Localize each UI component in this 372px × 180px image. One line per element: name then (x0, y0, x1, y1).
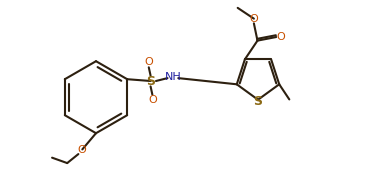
Text: O: O (148, 95, 157, 105)
Text: S: S (146, 75, 155, 87)
Text: O: O (250, 14, 258, 24)
Text: S: S (253, 95, 263, 108)
Text: NH: NH (164, 72, 181, 82)
Text: O: O (144, 57, 153, 67)
Text: O: O (77, 145, 86, 155)
Text: O: O (276, 32, 285, 42)
